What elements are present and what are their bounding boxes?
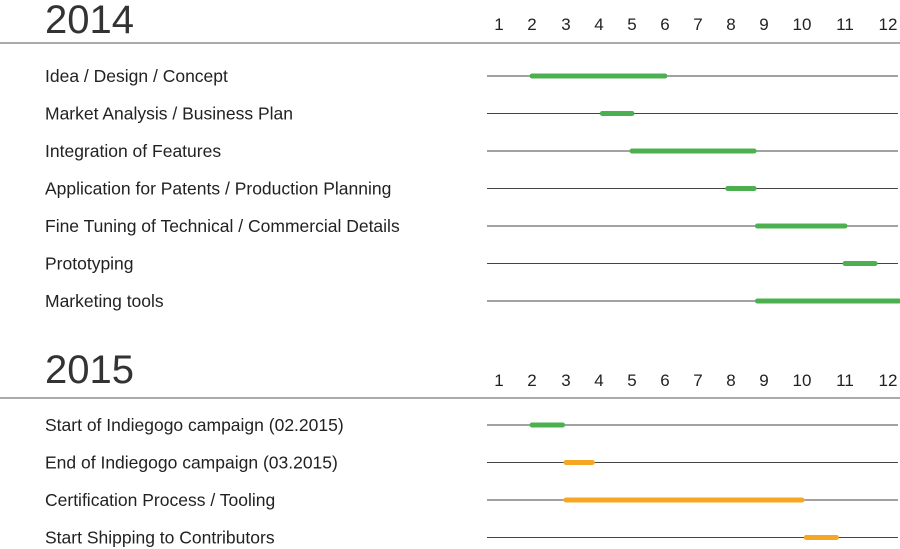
month-tick-label: 11 <box>836 15 854 34</box>
task-label: Marketing tools <box>45 291 164 311</box>
month-tick-label: 7 <box>693 15 702 34</box>
month-tick-label: 6 <box>660 371 669 390</box>
month-tick-label: 9 <box>759 371 768 390</box>
task-label: Application for Patents / Production Pla… <box>45 179 391 199</box>
month-tick-label: 8 <box>726 15 735 34</box>
month-tick-label: 3 <box>561 371 570 390</box>
month-tick-label: 2 <box>527 15 536 34</box>
task-label: Integration of Features <box>45 141 221 161</box>
month-tick-label: 3 <box>561 15 570 34</box>
month-tick-label: 5 <box>627 15 636 34</box>
month-tick-label: 1 <box>494 371 503 390</box>
month-tick-label: 11 <box>836 371 854 390</box>
month-tick-label: 5 <box>627 371 636 390</box>
task-label: Fine Tuning of Technical / Commercial De… <box>45 216 400 236</box>
task-label: Market Analysis / Business Plan <box>45 104 293 124</box>
task-label: End of Indiegogo campaign (03.2015) <box>45 453 338 473</box>
task-label: Idea / Design / Concept <box>45 66 228 86</box>
month-tick-label: 1 <box>494 15 503 34</box>
task-label: Certification Process / Tooling <box>45 490 275 510</box>
task-label: Prototyping <box>45 254 134 274</box>
month-tick-label: 12 <box>879 371 898 390</box>
year-title: 2015 <box>45 348 134 392</box>
month-tick-label: 8 <box>726 371 735 390</box>
task-label: Start Shipping to Contributors <box>45 528 275 548</box>
month-tick-label: 7 <box>693 371 702 390</box>
month-tick-label: 10 <box>793 15 812 34</box>
month-tick-label: 4 <box>594 371 603 390</box>
month-tick-label: 12 <box>879 15 898 34</box>
month-tick-label: 9 <box>759 15 768 34</box>
month-tick-label: 4 <box>594 15 603 34</box>
month-tick-label: 2 <box>527 371 536 390</box>
month-tick-label: 6 <box>660 15 669 34</box>
task-label: Start of Indiegogo campaign (02.2015) <box>45 415 344 435</box>
month-tick-label: 10 <box>793 371 812 390</box>
year-title: 2014 <box>45 0 134 42</box>
